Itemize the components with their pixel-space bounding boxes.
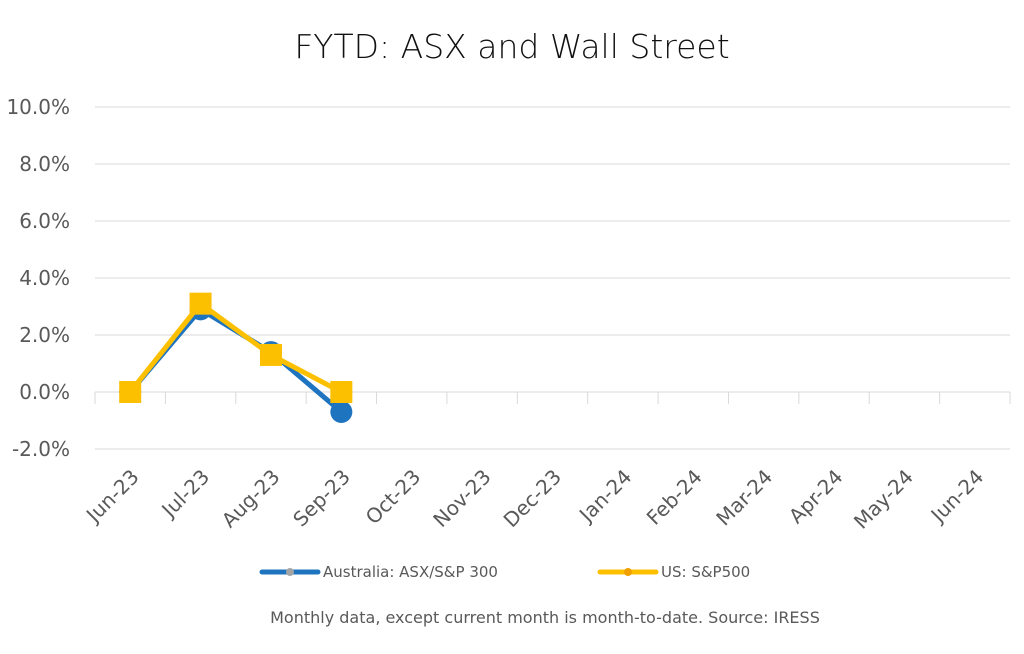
y-tick-label: 2.0%: [19, 323, 70, 347]
x-tick-label: Oct-23: [361, 465, 426, 530]
data-point-circle: [330, 400, 353, 423]
legend-label: US: S&P500: [661, 563, 750, 581]
plot-series: [119, 292, 353, 423]
legend-swatch-marker: [286, 568, 294, 576]
x-tick-label: Dec-23: [499, 465, 566, 532]
x-tick-label: Jun-23: [80, 465, 144, 529]
x-tick-label: Apr-24: [784, 465, 848, 529]
x-tick-label: Nov-23: [428, 465, 495, 532]
x-axis-tick-labels: Jun-23 Jul-23 Aug-23 Sep-23 Oct-23 Nov-23 Dec-…: [80, 465, 988, 534]
x-tick-label: May-24: [849, 465, 918, 534]
y-tick-label: 4.0%: [19, 266, 70, 290]
legend-swatch-marker: [624, 568, 632, 576]
x-tick-label: Aug-23: [217, 465, 285, 533]
y-tick-label: 6.0%: [19, 209, 70, 233]
y-tick-label: -2.0%: [12, 437, 70, 461]
y-tick-label: 8.0%: [19, 152, 70, 176]
data-point-square: [259, 343, 282, 366]
series-line: [127, 301, 344, 395]
x-tick-label: Jan-24: [573, 465, 636, 528]
y-tick-label: 0.0%: [19, 380, 70, 404]
x-tick-label: Feb-24: [642, 465, 707, 530]
footnote: Monthly data, except current month is mo…: [270, 608, 820, 627]
axes: [94, 391, 1011, 404]
data-point-square: [119, 381, 142, 403]
legend-label: Australia: ASX/S&P 300: [323, 563, 498, 581]
x-tick-label: Jun-24: [925, 465, 989, 529]
x-tick-label: Mar-24: [711, 465, 777, 531]
data-point-square: [189, 292, 212, 315]
legend: Australia: ASX/S&P 300 US: S&P500: [259, 563, 750, 581]
y-axis-tick-labels: -2.0% 0.0% 2.0% 4.0% 6.0% 8.0% 10.0%: [6, 95, 70, 461]
x-tick-label: Sep-23: [288, 465, 355, 532]
chart-title: FYTD: ASX and Wall Street: [294, 27, 729, 66]
y-tick-label: 10.0%: [6, 95, 70, 119]
x-tick-label: Jul-23: [156, 465, 215, 524]
gridlines: [95, 106, 1010, 450]
data-point-square: [330, 381, 353, 403]
